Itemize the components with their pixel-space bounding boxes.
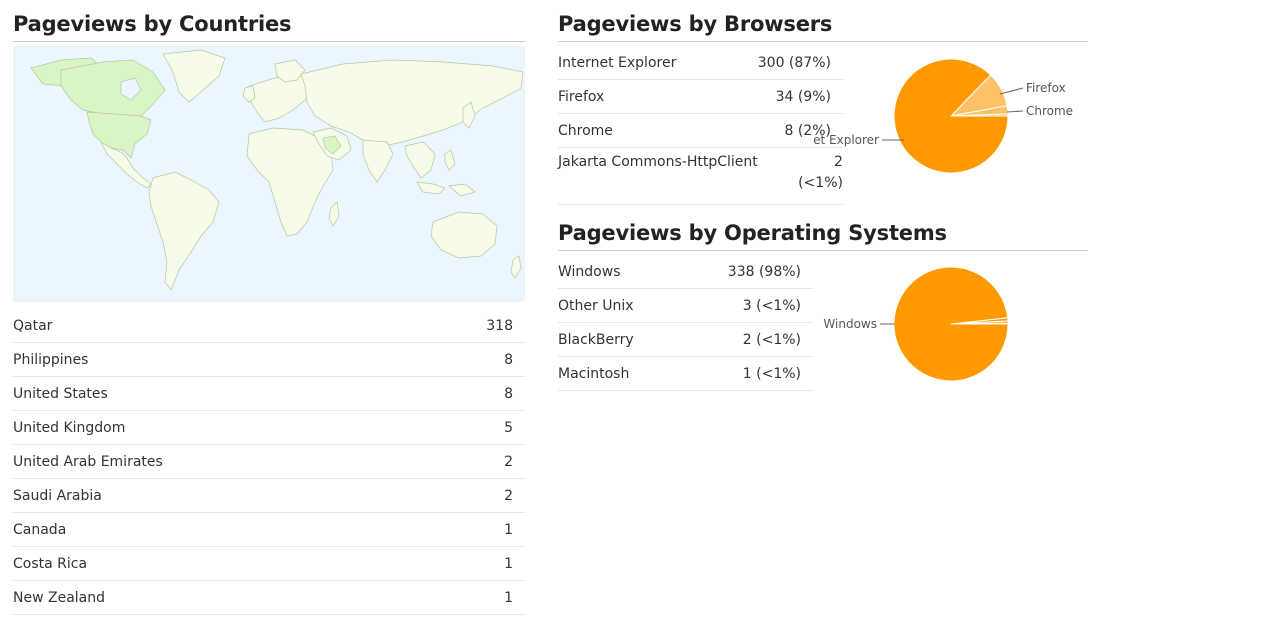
country-value: 1 — [419, 580, 525, 615]
country-value: 318 — [419, 309, 525, 343]
os-name: Macintosh — [558, 356, 708, 391]
browser-value: 34 (9%) — [757, 79, 843, 114]
table-row: Jakarta Commons-HttpClient 2 (<1%) — [558, 147, 843, 205]
pie-slice[interactable] — [893, 266, 1009, 382]
pie-label-windows: Windows — [823, 317, 877, 331]
browser-name: Internet Explorer — [558, 46, 758, 80]
table-row: United States 8 — [13, 376, 525, 411]
country-name: Costa Rica — [13, 546, 420, 581]
table-row: BlackBerry 2 (<1%) — [558, 322, 813, 357]
os-name: Windows — [558, 255, 708, 289]
browser-value: 300 (87%) — [757, 46, 843, 80]
browser-value-percent: (<1%) — [798, 175, 843, 191]
os-pie-chart: Windows — [823, 266, 1009, 382]
os-value: 338 (98%) — [708, 255, 813, 289]
table-row: United Arab Emirates 2 — [13, 444, 525, 479]
browser-value: 2 (<1%) — [757, 147, 843, 205]
country-value: 5 — [419, 410, 525, 445]
country-value: 8 — [419, 342, 525, 377]
table-row: Other Unix 3 (<1%) — [558, 288, 813, 323]
browser-name: Jakarta Commons-HttpClient — [558, 147, 758, 205]
browsers-table: Internet Explorer 300 (87%) Firefox 34 (9%… — [558, 46, 843, 205]
pie-label-ie: et Explorer — [813, 133, 879, 147]
world-map[interactable] — [13, 46, 525, 302]
browsers-pie-slices — [893, 58, 1009, 174]
table-row: Macintosh 1 (<1%) — [558, 356, 813, 391]
browser-value: 8 (2%) — [757, 113, 843, 148]
country-name: United States — [13, 376, 420, 411]
browsers-pie-chart: et Explorer Firefox Chrome — [813, 58, 1073, 174]
table-row: Chrome 8 (2%) — [558, 113, 843, 148]
table-row: Canada 1 — [13, 512, 525, 547]
country-value: 1 — [419, 546, 525, 581]
pie-leader-line — [1006, 110, 1024, 113]
browser-name: Firefox — [558, 79, 758, 114]
countries-table: Qatar 318 Philippines 8 United States 8 Uni… — [13, 309, 525, 615]
os-value: 1 (<1%) — [708, 356, 813, 391]
os-name: BlackBerry — [558, 322, 708, 357]
table-row: United Kingdom 5 — [13, 410, 525, 445]
country-value: 8 — [419, 376, 525, 411]
os-pie-slices — [893, 266, 1009, 382]
os-table: Windows 338 (98%) Other Unix 3 (<1%) Black… — [558, 255, 813, 391]
country-name: United Kingdom — [13, 410, 420, 445]
os-value: 2 (<1%) — [708, 322, 813, 357]
country-name: Canada — [13, 512, 420, 547]
browser-name: Chrome — [558, 113, 758, 148]
table-row: Philippines 8 — [13, 342, 525, 377]
table-row: Costa Rica 1 — [13, 546, 525, 581]
country-name: Saudi Arabia — [13, 478, 420, 513]
os-name: Other Unix — [558, 288, 708, 323]
table-row: New Zealand 1 — [13, 580, 525, 615]
countries-section-title: Pageviews by Countries — [13, 12, 525, 42]
country-value: 2 — [419, 478, 525, 513]
pie-slice[interactable] — [893, 58, 1009, 174]
country-name: Qatar — [13, 309, 420, 343]
country-name: United Arab Emirates — [13, 444, 420, 479]
country-name: New Zealand — [13, 580, 420, 615]
table-row: Saudi Arabia 2 — [13, 478, 525, 513]
os-value: 3 (<1%) — [708, 288, 813, 323]
country-value: 1 — [419, 512, 525, 547]
browser-value-count: 2 — [834, 154, 843, 170]
country-name: Philippines — [13, 342, 420, 377]
table-row: Windows 338 (98%) — [558, 255, 813, 289]
table-row: Firefox 34 (9%) — [558, 79, 843, 114]
world-map-graphic — [13, 46, 525, 302]
country-value: 2 — [419, 444, 525, 479]
browsers-section-title: Pageviews by Browsers — [558, 12, 1088, 42]
pie-leader-line — [999, 87, 1024, 95]
table-row: Internet Explorer 300 (87%) — [558, 46, 843, 80]
pie-label-firefox: Firefox — [1026, 81, 1066, 95]
os-section-title: Pageviews by Operating Systems — [558, 221, 1088, 251]
table-row: Qatar 318 — [13, 309, 525, 343]
pie-label-chrome: Chrome — [1026, 104, 1073, 118]
